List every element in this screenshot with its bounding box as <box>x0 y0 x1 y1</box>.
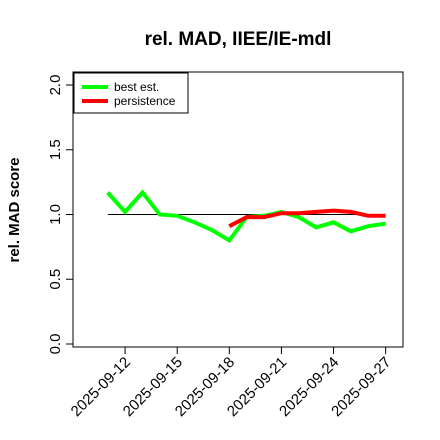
chart-title: rel. MAD, IIEE/IE-mdl <box>145 29 332 50</box>
series-line-persistence <box>228 208 386 228</box>
y-tick-label: 2.0 <box>47 75 64 96</box>
x-axis: 2025-09-122025-09-152025-09-182025-09-21… <box>68 346 394 420</box>
y-axis-label: rel. MAD score <box>6 157 23 262</box>
legend-label-persistence: persistence <box>114 94 176 108</box>
legend-box <box>73 72 189 114</box>
y-axis: 0.0 0.5 1.0 1.5 2.0 <box>47 75 73 355</box>
y-tick-label: 1.5 <box>47 139 64 160</box>
y-tick-label: 0.0 <box>47 334 64 355</box>
y-tick-label: 0.5 <box>47 269 64 290</box>
y-tick-label: 1.0 <box>47 204 64 225</box>
legend-label-best-est: best est. <box>114 80 159 94</box>
legend: best est. persistence <box>73 72 189 114</box>
series-layer <box>106 189 386 244</box>
